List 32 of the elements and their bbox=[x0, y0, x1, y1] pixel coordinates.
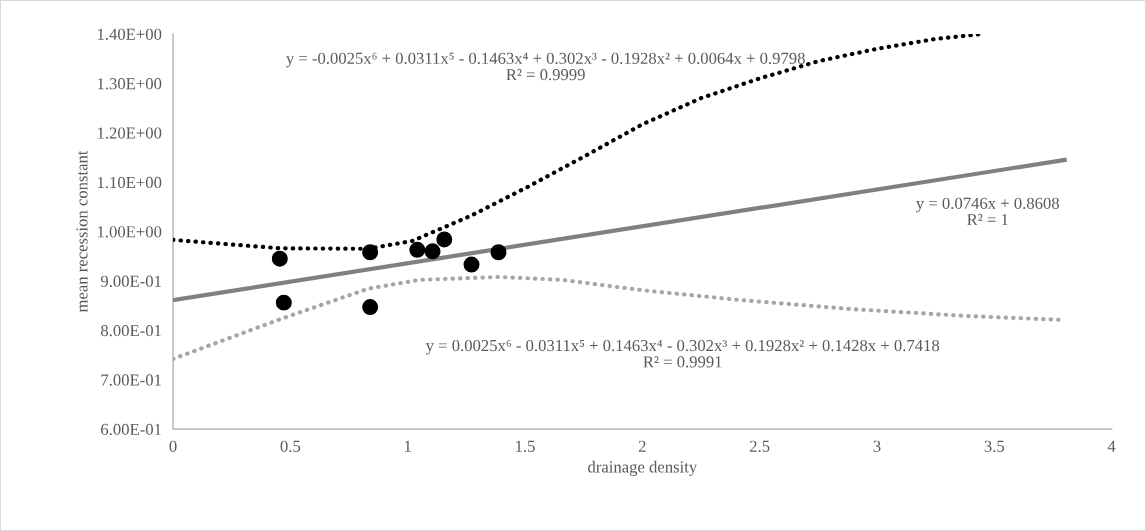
y-tick-label: 1.30E+00 bbox=[97, 78, 162, 90]
y-tick-label: 9.00E-01 bbox=[100, 275, 161, 287]
y-tick-label: 7.00E-01 bbox=[101, 374, 161, 386]
annotation: y = 0.0025x⁶ - 0.0311x⁵ + 0.1463x⁴ - 0.302x³ + 0.1928x² + 0.1428x + 0.7418 R² = 0.9991 bbox=[425, 339, 940, 368]
annotation: y = 0.0746x + 0.8608 R² = 1 bbox=[916, 197, 1059, 226]
x-tick-label: 1 bbox=[404, 440, 411, 452]
point bbox=[424, 243, 441, 260]
y-tick-label: 8.00E-01 bbox=[101, 324, 161, 337]
x-tick-label: 3.5 bbox=[984, 440, 1005, 452]
x-tick-label: 0 bbox=[169, 440, 177, 452]
x-axis-title: drainage density bbox=[588, 460, 698, 476]
point bbox=[409, 241, 426, 258]
point bbox=[271, 250, 288, 267]
x-tick-label: 3 bbox=[873, 440, 881, 452]
y-tick-label: 1.20E+00 bbox=[97, 127, 162, 139]
annotation: y = -0.0025x⁶ + 0.0311x⁵ - 0.1463x⁴ + 0.302x³ - 0.1928x² + 0.0064x + 0.9798 R² = 0.9999 bbox=[286, 52, 805, 81]
x-tick-label: 0.5 bbox=[280, 440, 301, 452]
x-tick-label: 4 bbox=[1107, 440, 1116, 452]
point bbox=[362, 299, 379, 316]
point bbox=[436, 231, 453, 248]
point bbox=[463, 256, 480, 273]
point bbox=[490, 244, 507, 261]
y-tick-label: 1.00E+00 bbox=[97, 226, 162, 238]
x-tick-label: 2.5 bbox=[749, 440, 770, 452]
y-tick-label: 1.40E+00 bbox=[97, 28, 162, 40]
point bbox=[275, 294, 292, 311]
x-tick-label: 2 bbox=[638, 440, 646, 452]
x-tick-label: 1.5 bbox=[516, 440, 535, 452]
y-tick-label: 1.10E+00 bbox=[97, 176, 162, 189]
y-tick-label: 6.00E-01 bbox=[101, 423, 161, 436]
y-axis-title: mean recession constant bbox=[76, 150, 88, 313]
point bbox=[362, 244, 379, 261]
